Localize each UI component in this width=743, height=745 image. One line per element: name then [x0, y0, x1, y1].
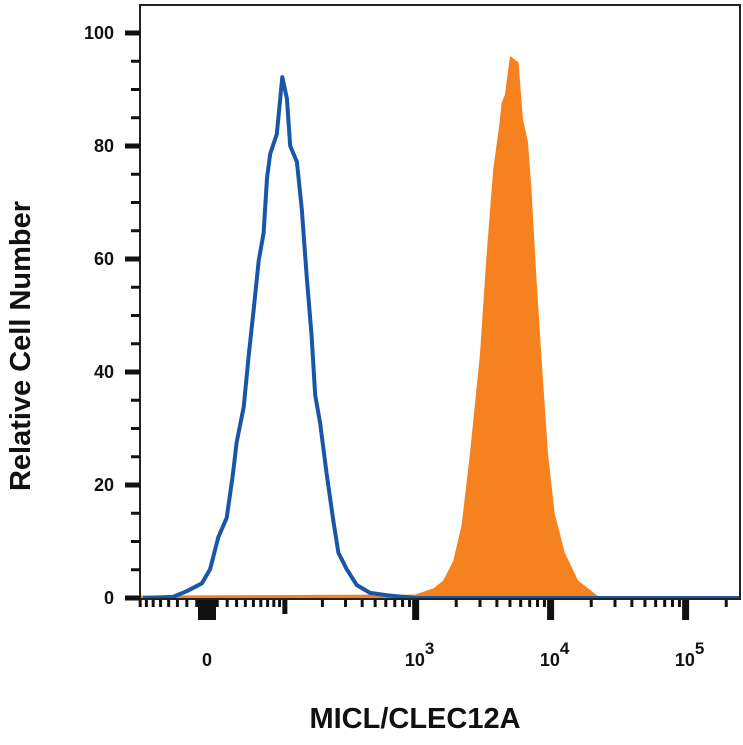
x-tick-label: 103 — [405, 639, 435, 670]
series-layer — [139, 55, 741, 600]
x-tick-label-base: 10 — [675, 650, 695, 670]
y-tick-label: 60 — [94, 249, 114, 269]
x-tick-label-exponent: 3 — [425, 639, 434, 658]
y-axis-title: Relative Cell Number — [5, 201, 37, 491]
x-tick-label-base: 0 — [202, 650, 212, 670]
series-fill-0 — [139, 55, 741, 599]
y-tick-label: 20 — [94, 475, 114, 495]
x-tick-label: 104 — [540, 639, 570, 670]
x-tick-label: 105 — [675, 639, 705, 670]
y-tick-label: 40 — [94, 362, 114, 382]
x-axis-title: MICL/CLEC12A — [309, 703, 520, 735]
y-tick-label: 0 — [104, 588, 114, 608]
y-tick-label: 100 — [84, 23, 114, 43]
x-tick-label-exponent: 4 — [560, 639, 570, 658]
y-tick-label: 80 — [94, 136, 114, 156]
x-tick-label-exponent: 5 — [695, 639, 704, 658]
x-tick-label-base: 10 — [540, 650, 560, 670]
x-tick-label: 0 — [202, 650, 212, 670]
x-tick-label-base: 10 — [405, 650, 425, 670]
y-axis: 0 20 40 60 80 100 — [84, 23, 140, 608]
series-line-1 — [143, 75, 740, 600]
plot-frame — [139, 4, 741, 600]
